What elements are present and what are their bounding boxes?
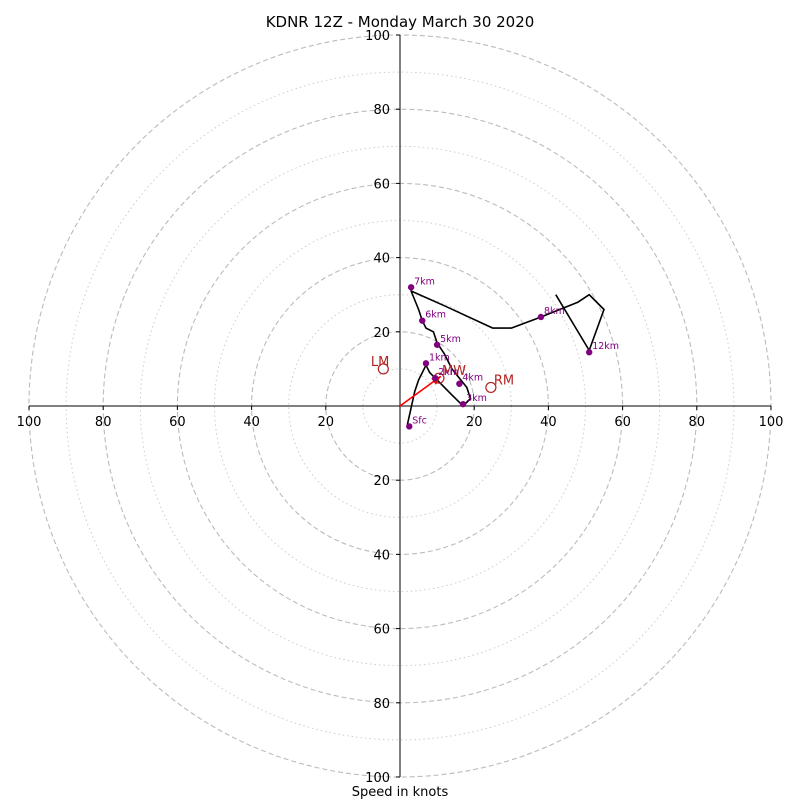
storm-motion-mw-label: MW [442, 364, 466, 379]
height-label-5km: 5km [440, 334, 461, 345]
x-tick-label: 100 [759, 415, 784, 430]
x-tick-label: 60 [169, 415, 186, 430]
x-tick-label: 20 [318, 415, 335, 430]
height-point-3km [459, 400, 467, 408]
storm-motion-markers: LM MW RM [371, 355, 514, 407]
y-tick-label: 80 [373, 697, 390, 712]
x-tick-label: 80 [689, 415, 706, 430]
height-label-7km: 7km [414, 276, 435, 287]
y-tick-label: 80 [373, 103, 390, 118]
storm-motion-lm-marker [377, 363, 389, 375]
height-label-sfc: Sfc [412, 415, 427, 426]
height-point-12km [586, 349, 593, 356]
y-tick-label: 40 [373, 548, 390, 563]
x-tick-label: 60 [614, 415, 631, 430]
storm-motion-lm-label: LM [371, 355, 389, 370]
storm-motion-rm-marker [485, 381, 497, 394]
height-point-8km [537, 313, 545, 321]
height-point-6km [419, 317, 426, 324]
height-label-8km: 8km [544, 306, 565, 317]
tick-labels: 100 100 80 80 60 60 40 40 20 20 20 20 40 40 60 60 80 80 10… [17, 29, 784, 786]
height-point-5km [433, 341, 441, 348]
height-point-1km [422, 360, 430, 367]
height-label-3km: 3km [466, 393, 487, 404]
height-point-7km [407, 284, 415, 291]
x-tick-label: 100 [17, 415, 42, 430]
x-axis-label: Speed in knots [352, 785, 449, 800]
y-tick-label: 60 [373, 177, 390, 192]
x-tick-label: 40 [243, 415, 260, 430]
height-points: Sfc 1km 2km 3km 4km 5km 6km 7km 8km 12km [406, 276, 619, 430]
height-label-12km: 12km [592, 341, 619, 352]
y-tick-label: 60 [373, 623, 390, 638]
height-label-4km: 4km [462, 373, 483, 384]
x-tick-label: 80 [95, 415, 112, 430]
height-point-4km [456, 380, 463, 387]
height-label-1km: 1km [429, 352, 450, 363]
x-tick-label: 20 [466, 415, 483, 430]
chart-title: KDNR 12Z - Monday March 30 2020 [266, 13, 535, 31]
storm-motion-rm-label: RM [494, 373, 514, 388]
y-tick-label: 20 [373, 326, 390, 341]
y-tick-label: 40 [373, 252, 390, 267]
y-tick-label: 100 [365, 29, 390, 44]
x-tick-label: 40 [540, 415, 557, 430]
y-tick-label: 20 [373, 474, 390, 489]
height-point-sfc [406, 423, 413, 430]
height-point-2km [432, 374, 439, 382]
y-tick-label: 100 [365, 771, 390, 786]
height-label-6km: 6km [425, 310, 446, 321]
height-label-2km: 2km [438, 367, 459, 378]
